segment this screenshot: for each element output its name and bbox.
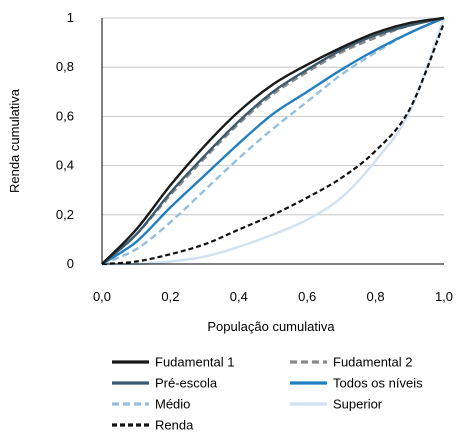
tick-labels: 0 0,2 0,4 0,6 0,8 1 0,0 0,2 0,4 0,6 0,8 1,0 bbox=[56, 10, 453, 304]
legend-label: Fudamental 2 bbox=[333, 355, 413, 370]
y-tick-label: 1 bbox=[67, 10, 74, 25]
y-tick-label: 0,2 bbox=[56, 207, 74, 222]
x-tick-label: 0,0 bbox=[93, 289, 111, 304]
series-line-0 bbox=[101, 16, 445, 265]
legend-item: Pré-escola bbox=[112, 376, 218, 391]
x-tick-label: 0,8 bbox=[367, 289, 385, 304]
y-axis-label: Renda cumulativa bbox=[7, 88, 22, 193]
series-line-4 bbox=[101, 16, 445, 266]
legend-label: Renda bbox=[155, 418, 194, 433]
y-tick-label: 0,6 bbox=[56, 108, 74, 123]
legend-item: Fudamental 2 bbox=[290, 355, 413, 370]
legend-item: Todos os níveis bbox=[290, 376, 423, 391]
y-tick-label: 0 bbox=[67, 256, 74, 271]
legend-item: Renda bbox=[112, 418, 194, 433]
series-lines bbox=[101, 16, 446, 266]
legend-label: Todos os níveis bbox=[333, 376, 423, 391]
legend: Fudamental 1 Fudamental 2 Pré-escola Todos … bbox=[112, 355, 423, 433]
legend-item: Fudamental 1 bbox=[112, 355, 235, 370]
series-line-5 bbox=[101, 17, 446, 266]
x-axis-label: População cumulativa bbox=[207, 319, 335, 334]
y-tick-label: 0,4 bbox=[56, 158, 74, 173]
x-tick-label: 0,4 bbox=[230, 289, 248, 304]
series-line-2 bbox=[101, 16, 445, 265]
legend-item: Médio bbox=[112, 397, 190, 412]
series-line-3 bbox=[101, 16, 445, 266]
x-tick-label: 0,6 bbox=[298, 289, 316, 304]
legend-label: Fudamental 1 bbox=[155, 355, 235, 370]
grid-lines bbox=[102, 17, 444, 216]
y-tick-label: 0,8 bbox=[56, 59, 74, 74]
series-line-6 bbox=[101, 22, 446, 266]
x-tick-label: 1,0 bbox=[435, 289, 453, 304]
legend-label: Médio bbox=[155, 397, 190, 412]
legend-item: Superior bbox=[290, 397, 383, 412]
axes bbox=[101, 18, 444, 265]
legend-label: Pré-escola bbox=[155, 376, 218, 391]
legend-label: Superior bbox=[333, 397, 383, 412]
x-tick-label: 0,2 bbox=[161, 289, 179, 304]
